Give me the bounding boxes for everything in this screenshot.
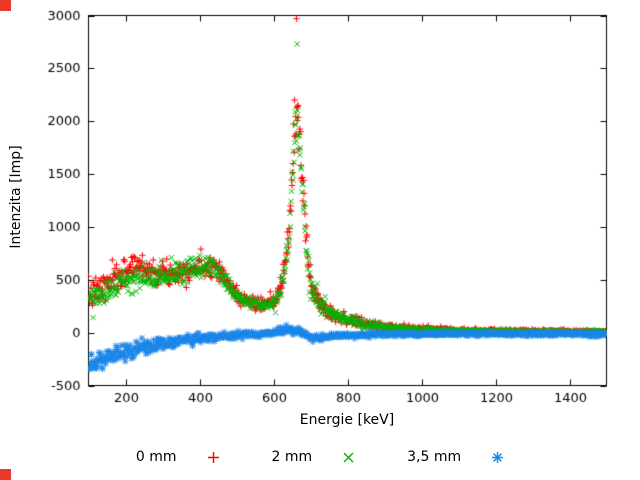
plus-marker-icon — [207, 451, 219, 463]
legend-item-3-5mm: 3,5 mm — [407, 449, 504, 465]
y-axis-label: Intenzita [Imp] — [8, 145, 24, 249]
legend-label-2mm: 2 mm — [271, 449, 313, 465]
screen-corner-marker-bottom — [0, 469, 11, 480]
legend-label-0mm: 0 mm — [135, 449, 177, 465]
x-axis-label: Energie [keV] — [299, 412, 395, 428]
screen-corner-marker-top — [0, 0, 11, 11]
legend-label-3-5mm: 3,5 mm — [407, 449, 462, 465]
legend-item-2mm: 2 mm — [272, 449, 356, 465]
legend: 0 mm 2 mm 3,5 mm — [0, 449, 640, 465]
legend-item-0mm: 0 mm — [136, 449, 220, 465]
star-marker-icon — [492, 451, 504, 463]
cross-marker-icon — [343, 452, 354, 462]
